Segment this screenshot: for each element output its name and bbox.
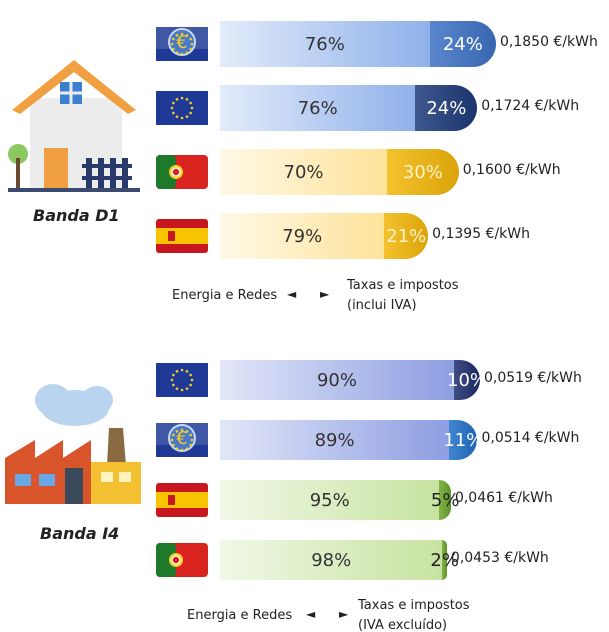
legend-tax: Taxas e impostos (inclui IVA) (347, 278, 459, 313)
value-label: 11% (443, 429, 484, 451)
flag-pt (156, 543, 208, 577)
energy-segment: 98% (220, 540, 443, 580)
value-label: 95% (309, 489, 350, 511)
value-label: 5% (430, 489, 460, 511)
flag-eu (156, 91, 208, 125)
energy-segment: 70% (220, 149, 388, 195)
tax-segment: 11% (443, 420, 483, 460)
legend-arrows: ◄ ► (287, 287, 340, 301)
energy-segment: 76% (220, 21, 430, 67)
value-label: 30% (402, 161, 443, 183)
value-label: 21% (386, 225, 427, 247)
price-label: 0,1850 €/kWh (500, 34, 598, 50)
value-label: 2% (430, 549, 459, 571)
value-label: 24% (426, 97, 467, 119)
value-label: 76% (304, 33, 345, 55)
price-label: 0,1395 €/kWh (432, 226, 530, 242)
flag-eu (156, 363, 208, 397)
legend-energy: Energia e Redes (187, 608, 293, 623)
tax-segment: 21% (384, 213, 429, 259)
energy-segment: 76% (220, 85, 416, 131)
factory-icon (5, 384, 141, 504)
energy-segment: 89% (220, 420, 450, 460)
flag-es (156, 483, 208, 517)
legend-arrows: ◄ ► (306, 607, 359, 621)
legend-energy: Energia e Redes (172, 288, 278, 303)
chart-title: Banda I4 (40, 524, 120, 543)
flag-ecb: € (156, 27, 208, 61)
value-label: 98% (311, 549, 352, 571)
legend-tax: Taxas e impostos (IVA excluído) (358, 598, 470, 632)
price-label: 0,1724 €/kWh (481, 98, 580, 114)
flag-pt (156, 155, 208, 189)
tax-segment: 10% (447, 360, 487, 400)
price-label: 0,0461 €/kWh (454, 490, 553, 506)
flag-ecb: € (156, 423, 208, 457)
value-label: 10% (447, 369, 488, 391)
svg-text:€: € (176, 428, 187, 449)
value-label: 24% (442, 33, 483, 55)
value-label: 89% (314, 429, 355, 451)
house-icon (8, 60, 140, 192)
price-label: 0,0514 €/kWh (481, 430, 580, 446)
value-label: 76% (297, 97, 338, 119)
energy-segment: 95% (220, 480, 440, 520)
tax-segment: 5% (431, 480, 459, 520)
value-label: 70% (283, 161, 324, 183)
flag-es (156, 219, 208, 253)
svg-text:€: € (176, 32, 187, 53)
tax-segment: 24% (429, 21, 496, 67)
price-label: 0,1600 €/kWh (462, 162, 561, 178)
tax-segment: 24% (415, 85, 478, 131)
value-label: 79% (282, 225, 323, 247)
price-label: 0,0453 €/kWh (450, 550, 549, 566)
value-label: 90% (316, 369, 357, 391)
energy-segment: 90% (220, 360, 454, 400)
price-label: 0,0519 €/kWh (484, 370, 582, 386)
tax-segment: 30% (387, 149, 459, 195)
chart-title: Banda D1 (33, 206, 120, 225)
energy-segment: 79% (220, 213, 385, 259)
tax-segment: 2% (430, 540, 459, 580)
